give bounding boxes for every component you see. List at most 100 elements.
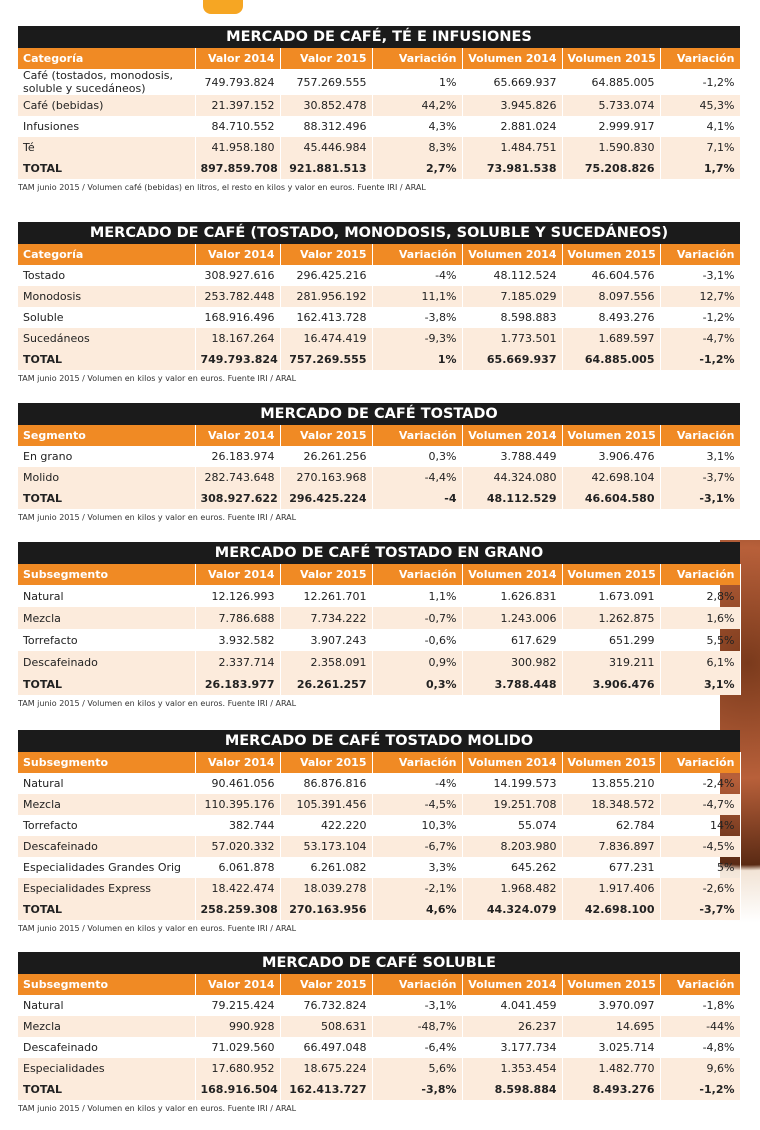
footnote: TAM junio 2015 / Volumen café (bebidas) … bbox=[18, 183, 426, 192]
total-cell: 42.698.100 bbox=[562, 899, 661, 920]
cell: 1.353.454 bbox=[462, 1058, 563, 1079]
cell: 645.262 bbox=[462, 857, 563, 878]
total-cell: TOTAL bbox=[18, 899, 196, 920]
row: Soluble 168.916.496 162.413.728 -3,8% 8.598.… bbox=[18, 307, 741, 328]
cell: 300.982 bbox=[462, 651, 563, 673]
cell: 88.312.496 bbox=[280, 116, 373, 137]
header-cell: Valor 2015 bbox=[280, 48, 373, 69]
cell: 7,1% bbox=[660, 137, 741, 158]
row: Descafeinado 2.337.714 2.358.091 0,9% 300.98… bbox=[18, 651, 741, 673]
total-cell: TOTAL bbox=[18, 158, 196, 179]
cell: 990.928 bbox=[195, 1016, 281, 1037]
cell: 162.413.728 bbox=[280, 307, 373, 328]
header-cell: Volumen 2014 bbox=[462, 425, 563, 446]
header-row: Subsegmento Valor 2014 Valor 2015 Variación… bbox=[18, 974, 741, 995]
header-cell: Volumen 2014 bbox=[462, 974, 563, 995]
total-cell: 26.183.977 bbox=[195, 673, 281, 695]
row: En grano 26.183.974 26.261.256 0,3% 3.788.44… bbox=[18, 446, 741, 467]
cell: -9,3% bbox=[372, 328, 463, 349]
total-cell: 749.793.824 bbox=[195, 349, 281, 370]
cell: 1.482.770 bbox=[562, 1058, 661, 1079]
cell: 2.358.091 bbox=[280, 651, 373, 673]
cell: 253.782.448 bbox=[195, 286, 281, 307]
cell: -4% bbox=[372, 265, 463, 286]
row: Monodosis 253.782.448 281.956.192 11,1% 7.18… bbox=[18, 286, 741, 307]
total-cell: 162.413.727 bbox=[280, 1079, 373, 1100]
row: Café (bebidas) 21.397.152 30.852.478 44,2% 3… bbox=[18, 95, 741, 116]
total-cell: 258.259.308 bbox=[195, 899, 281, 920]
cell: 11,1% bbox=[372, 286, 463, 307]
cell: Natural bbox=[18, 773, 196, 794]
row: Descafeinado 57.020.332 53.173.104 -6,7% 8.2… bbox=[18, 836, 741, 857]
cell: Natural bbox=[18, 585, 196, 607]
cell: 8,3% bbox=[372, 137, 463, 158]
cell: 26.183.974 bbox=[195, 446, 281, 467]
total-row: TOTAL 168.916.504 162.413.727 -3,8% 8.598.88… bbox=[18, 1079, 741, 1100]
total-cell: 8.493.276 bbox=[562, 1079, 661, 1100]
cell: 1.968.482 bbox=[462, 878, 563, 899]
cell: -1,8% bbox=[660, 995, 741, 1016]
header-cell: Volumen 2015 bbox=[562, 752, 661, 773]
total-cell: -4 bbox=[372, 488, 463, 509]
cell: 1.626.831 bbox=[462, 585, 563, 607]
total-cell: -1,2% bbox=[660, 1079, 741, 1100]
cell: -3,1% bbox=[372, 995, 463, 1016]
cell: 44.324.080 bbox=[462, 467, 563, 488]
cell: 1% bbox=[372, 69, 463, 95]
total-cell: -3,7% bbox=[660, 899, 741, 920]
cell: -2,1% bbox=[372, 878, 463, 899]
cell: 62.784 bbox=[562, 815, 661, 836]
footnote: TAM junio 2015 / Volumen en kilos y valo… bbox=[18, 513, 297, 522]
cell: 6.261.082 bbox=[280, 857, 373, 878]
cell: 319.211 bbox=[562, 651, 661, 673]
cell: 55.074 bbox=[462, 815, 563, 836]
cell: Torrefacto bbox=[18, 815, 196, 836]
cell: Descafeinado bbox=[18, 1037, 196, 1058]
cell: 5% bbox=[660, 857, 741, 878]
data-table: Segmento Valor 2014 Valor 2015 Variación Vol… bbox=[18, 425, 741, 509]
cell: 66.497.048 bbox=[280, 1037, 373, 1058]
cell: 65.669.937 bbox=[462, 69, 563, 95]
cell: -4,4% bbox=[372, 467, 463, 488]
header-cell: Valor 2014 bbox=[195, 974, 281, 995]
cell: 308.927.616 bbox=[195, 265, 281, 286]
cell: En grano bbox=[18, 446, 196, 467]
cell: Especialidades Grandes Orig bbox=[18, 857, 196, 878]
cell: 4,1% bbox=[660, 116, 741, 137]
header-cell: Variación bbox=[660, 425, 741, 446]
cell: 12.261.701 bbox=[280, 585, 373, 607]
cell: -0,7% bbox=[372, 607, 463, 629]
cell: Café (bebidas) bbox=[18, 95, 196, 116]
table-title: MERCADO DE CAFÉ TOSTADO MOLIDO bbox=[18, 730, 740, 752]
table-section: MERCADO DE CAFÉ, TÉ E INFUSIONES Categorí… bbox=[18, 26, 741, 192]
total-cell: 4,6% bbox=[372, 899, 463, 920]
total-cell: 897.859.708 bbox=[195, 158, 281, 179]
footnote: TAM junio 2015 / Volumen en kilos y valo… bbox=[18, 1104, 297, 1113]
total-row: TOTAL 308.927.622 296.425.224 -4 48.112.529 4… bbox=[18, 488, 741, 509]
cell: 18.675.224 bbox=[280, 1058, 373, 1079]
cell: 1.689.597 bbox=[562, 328, 661, 349]
total-cell: 270.163.956 bbox=[280, 899, 373, 920]
total-cell: 3.906.476 bbox=[562, 673, 661, 695]
header-cell: Variación bbox=[372, 974, 463, 995]
cell: 651.299 bbox=[562, 629, 661, 651]
total-cell: 1,7% bbox=[660, 158, 741, 179]
header-cell: Valor 2015 bbox=[280, 425, 373, 446]
total-cell: 921.881.513 bbox=[280, 158, 373, 179]
table-section: MERCADO DE CAFÉ (TOSTADO, MONODOSIS, SOL… bbox=[18, 222, 741, 383]
cell: -3,7% bbox=[660, 467, 741, 488]
cell: 270.163.968 bbox=[280, 467, 373, 488]
header-cell: Subsegmento bbox=[18, 752, 196, 773]
cell: 6.061.878 bbox=[195, 857, 281, 878]
cell: Especialidades Express bbox=[18, 878, 196, 899]
cell: Torrefacto bbox=[18, 629, 196, 651]
data-table: Categoría Valor 2014 Valor 2015 Variación Vo… bbox=[18, 244, 741, 370]
row: Café (tostados, monodosis, soluble y suc… bbox=[18, 69, 741, 95]
cell: 14.695 bbox=[562, 1016, 661, 1037]
row: Té 41.958.180 45.446.984 8,3% 1.484.751 1.590… bbox=[18, 137, 741, 158]
cell: 5.733.074 bbox=[562, 95, 661, 116]
cell: 45,3% bbox=[660, 95, 741, 116]
header-cell: Valor 2015 bbox=[280, 752, 373, 773]
row: Natural 79.215.424 76.732.824 -3,1% 4.041.45… bbox=[18, 995, 741, 1016]
